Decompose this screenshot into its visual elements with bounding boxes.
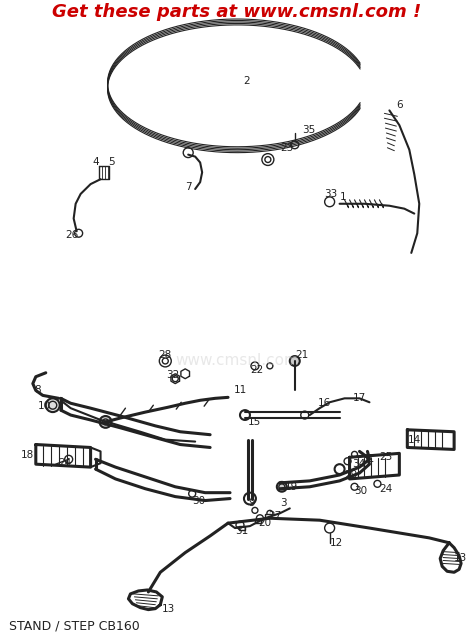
Text: 26: 26 <box>66 231 79 240</box>
Text: 11: 11 <box>234 385 247 396</box>
Text: 18: 18 <box>21 450 34 460</box>
Text: 15: 15 <box>248 417 261 427</box>
Text: 22: 22 <box>250 365 263 375</box>
Text: 2: 2 <box>243 76 250 86</box>
Text: 30: 30 <box>355 486 368 496</box>
Text: Get these parts at www.cmsnl.com !: Get these parts at www.cmsnl.com ! <box>52 3 422 21</box>
Text: 29: 29 <box>345 470 358 480</box>
Text: 35: 35 <box>302 125 315 135</box>
Text: 23: 23 <box>280 143 293 153</box>
Bar <box>265 514 271 518</box>
Text: 34: 34 <box>353 459 366 469</box>
Text: 10: 10 <box>38 401 51 411</box>
Text: 5: 5 <box>109 157 115 168</box>
Text: 24: 24 <box>59 458 72 468</box>
Circle shape <box>46 398 60 412</box>
Text: 6: 6 <box>396 100 403 110</box>
Text: 4: 4 <box>92 157 99 168</box>
Circle shape <box>290 356 300 366</box>
Text: 12: 12 <box>329 538 343 548</box>
Text: www.cmsnl.com: www.cmsnl.com <box>175 354 299 368</box>
Bar <box>255 519 261 523</box>
Text: 24: 24 <box>379 484 392 494</box>
Text: 7: 7 <box>185 182 192 192</box>
Text: 32: 32 <box>166 370 180 380</box>
Text: 17: 17 <box>353 393 366 403</box>
Text: 8: 8 <box>34 385 40 396</box>
Text: 21: 21 <box>295 350 308 360</box>
Text: 20: 20 <box>258 518 271 528</box>
Text: 19: 19 <box>285 482 298 491</box>
Text: 9: 9 <box>248 498 255 509</box>
Text: 13: 13 <box>162 604 175 613</box>
Text: 16: 16 <box>318 398 331 408</box>
Text: 25: 25 <box>379 452 392 462</box>
Circle shape <box>277 482 287 491</box>
Bar <box>239 526 245 530</box>
Text: 1: 1 <box>339 192 346 202</box>
Text: 14: 14 <box>407 434 420 444</box>
Text: STAND / STEP CB160: STAND / STEP CB160 <box>9 620 140 632</box>
Text: 31: 31 <box>235 526 248 536</box>
Text: 33: 33 <box>325 189 338 199</box>
Text: 30: 30 <box>192 495 205 505</box>
Text: 31: 31 <box>362 454 375 464</box>
Text: 13: 13 <box>454 552 467 563</box>
Text: 28: 28 <box>158 350 172 360</box>
Text: 3: 3 <box>280 498 286 509</box>
Text: 27: 27 <box>268 511 281 521</box>
Circle shape <box>100 416 111 428</box>
